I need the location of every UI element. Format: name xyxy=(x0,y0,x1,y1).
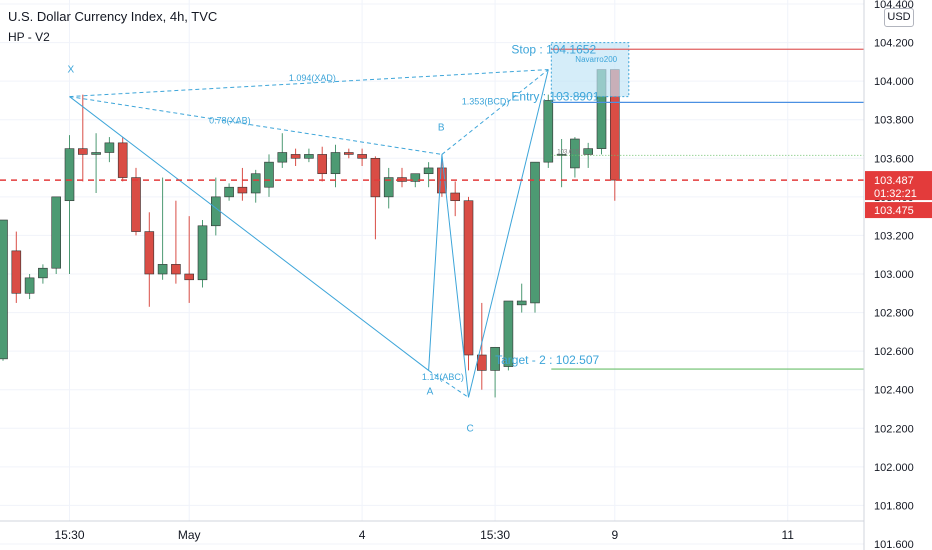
chart-title: U.S. Dollar Currency Index, 4h, TVC xyxy=(8,9,218,24)
candles xyxy=(0,69,620,398)
candle xyxy=(304,154,314,159)
x-tick-label: May xyxy=(178,528,201,542)
x-tick-label: 4 xyxy=(359,528,366,542)
pattern-point-label: X xyxy=(68,65,75,76)
pattern-leg xyxy=(428,154,443,371)
candle xyxy=(277,152,288,163)
candle xyxy=(11,250,22,294)
candle xyxy=(131,177,141,232)
y-tick-label: 103.200 xyxy=(874,230,914,242)
target-label: Target - 2 : 102.507 xyxy=(495,353,599,367)
y-tick-label: 104.200 xyxy=(874,38,914,50)
candle xyxy=(197,225,208,281)
currency-button[interactable]: USD xyxy=(884,8,914,27)
second-price-label: 103.475 xyxy=(874,205,914,217)
candle xyxy=(51,196,62,269)
y-tick-label: 101.600 xyxy=(874,539,914,550)
candle xyxy=(423,167,434,175)
trade-levels: Navarro200 103.615 Stop : 104.1652 Entry : … xyxy=(0,42,864,370)
stop-label: Stop : 104.1652 xyxy=(511,42,596,56)
y-tick-label: 103.800 xyxy=(874,115,914,127)
candle xyxy=(530,161,540,304)
candle xyxy=(583,148,594,155)
y-tick-label: 102.800 xyxy=(874,308,914,320)
candle xyxy=(0,219,8,360)
y-tick-label: 104.400 xyxy=(874,0,914,11)
candle xyxy=(264,161,274,188)
candle xyxy=(38,267,48,279)
candle xyxy=(543,100,554,163)
y-tick-label: 103.000 xyxy=(874,269,914,281)
candle xyxy=(383,177,394,198)
current-price-tag xyxy=(865,171,932,201)
pattern-leg xyxy=(69,96,429,371)
candle xyxy=(463,200,474,356)
harmonic-pattern: X A B C 0.78(XAB) 1.094(XAD) 1.14(ABC) 1.353(BC… xyxy=(68,65,549,434)
candle xyxy=(211,196,221,227)
candle xyxy=(370,157,381,198)
x-tick-label: 9 xyxy=(611,528,618,542)
pattern-leg xyxy=(468,69,549,398)
y-tick-label: 102.400 xyxy=(874,385,914,397)
pattern-leg xyxy=(441,154,469,398)
y-tick-label: 104.000 xyxy=(874,76,914,88)
candle xyxy=(104,142,115,153)
pattern-ratio-label: 1.094(XAD) xyxy=(289,73,336,83)
candle xyxy=(330,152,341,175)
y-tick-label: 101.800 xyxy=(874,500,914,512)
candle xyxy=(450,192,461,202)
candle xyxy=(503,300,514,367)
candle xyxy=(117,142,128,178)
candle xyxy=(250,173,261,194)
candle xyxy=(490,346,500,371)
candle xyxy=(144,231,155,275)
candle xyxy=(556,154,567,156)
pattern-ratio-line xyxy=(441,69,549,155)
trade-box xyxy=(550,42,630,98)
pattern-point-label: B xyxy=(438,122,445,133)
candle xyxy=(171,264,181,275)
pattern-ratio-label: 0.78(XAB) xyxy=(209,116,251,126)
candle xyxy=(410,173,421,182)
y-tick-label: 102.600 xyxy=(874,346,914,358)
x-tick-label: 15:30 xyxy=(480,528,510,542)
candle xyxy=(157,264,168,275)
pattern-point-label: A xyxy=(427,386,434,397)
candle xyxy=(64,148,75,202)
pattern-ratio-line xyxy=(69,69,549,98)
candle xyxy=(317,154,328,175)
candle xyxy=(570,138,580,169)
candle xyxy=(224,186,234,198)
candle xyxy=(184,273,194,281)
small-level-label: 103.615 xyxy=(557,149,579,155)
grid xyxy=(0,0,864,545)
pattern-ratio-label: 1.14(ABC) xyxy=(422,372,464,382)
y-tick-label: 102.000 xyxy=(874,462,914,474)
candle xyxy=(24,277,35,294)
pattern-ratio-line xyxy=(428,370,469,398)
candle xyxy=(290,154,301,159)
x-tick-label: 15:30 xyxy=(54,528,84,542)
x-tick-label: 11 xyxy=(781,528,794,542)
candle xyxy=(516,300,527,306)
box-label: Navarro200 xyxy=(575,55,617,64)
price-axis xyxy=(864,0,932,550)
entry-label: Entry : 103.8901 xyxy=(511,89,599,103)
y-tick-label: 102.200 xyxy=(874,423,914,435)
candle xyxy=(78,148,88,155)
y-tick-label: 103.600 xyxy=(874,153,914,165)
current-price-label: 103.487 xyxy=(874,175,914,187)
indicator-label: HP - V2 xyxy=(8,30,50,44)
candle xyxy=(343,152,354,155)
candle xyxy=(357,154,367,159)
candle xyxy=(91,152,101,155)
second-price-tag xyxy=(865,202,932,219)
pattern-ratio-label: 1.353(BCD) xyxy=(462,96,510,106)
pattern-point-label: C xyxy=(467,423,474,434)
countdown-label: 01:32:21 xyxy=(874,188,917,200)
candle xyxy=(237,186,248,194)
